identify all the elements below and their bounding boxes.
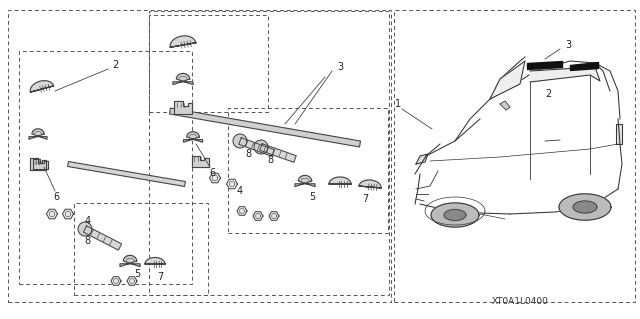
Polygon shape [237, 207, 247, 215]
Polygon shape [530, 67, 600, 82]
Bar [394, 10, 635, 302]
Polygon shape [120, 256, 140, 267]
Polygon shape [30, 158, 46, 170]
Polygon shape [295, 175, 315, 187]
Polygon shape [431, 203, 479, 227]
FancyArrow shape [170, 108, 360, 147]
Polygon shape [239, 138, 274, 156]
Polygon shape [111, 277, 121, 285]
Polygon shape [184, 132, 202, 142]
Bar [8, 10, 391, 302]
Polygon shape [269, 212, 279, 220]
Polygon shape [47, 209, 58, 219]
FancyArrow shape [68, 161, 186, 187]
Polygon shape [29, 129, 47, 139]
Polygon shape [145, 257, 165, 264]
Polygon shape [260, 144, 296, 162]
Polygon shape [233, 134, 247, 148]
Text: 1: 1 [395, 99, 401, 109]
Polygon shape [329, 177, 351, 184]
Text: 5: 5 [309, 192, 315, 202]
Bar [74, 203, 208, 295]
Bar [228, 108, 388, 233]
Polygon shape [444, 210, 466, 220]
Polygon shape [500, 101, 510, 110]
Polygon shape [33, 159, 47, 169]
Text: 3: 3 [337, 62, 343, 72]
Polygon shape [63, 209, 74, 219]
Text: 2: 2 [112, 60, 118, 70]
Polygon shape [559, 194, 611, 220]
Polygon shape [359, 180, 381, 188]
Polygon shape [490, 61, 525, 99]
Polygon shape [253, 212, 263, 220]
Bar [149, 11, 389, 295]
Text: 4: 4 [85, 216, 91, 226]
Polygon shape [227, 179, 237, 189]
Text: 5: 5 [134, 269, 140, 279]
Polygon shape [573, 201, 597, 213]
Polygon shape [78, 222, 92, 236]
Text: 6: 6 [53, 192, 59, 202]
Polygon shape [127, 277, 137, 285]
Polygon shape [30, 81, 54, 92]
Text: 8: 8 [267, 155, 273, 165]
Text: 8: 8 [245, 149, 251, 159]
Polygon shape [209, 173, 221, 183]
Text: 3: 3 [565, 40, 571, 50]
Polygon shape [170, 36, 196, 47]
Polygon shape [191, 155, 209, 167]
Polygon shape [83, 226, 122, 250]
Text: 8: 8 [84, 236, 90, 246]
Polygon shape [416, 154, 428, 164]
Text: 7: 7 [362, 194, 368, 204]
Polygon shape [173, 73, 193, 85]
Text: 2: 2 [545, 89, 551, 99]
Text: XT0A1L0400: XT0A1L0400 [492, 296, 548, 306]
Polygon shape [616, 124, 622, 144]
Text: 6: 6 [209, 168, 215, 178]
Bar [149, 15, 268, 112]
Bar [19, 51, 192, 284]
Text: 7: 7 [157, 272, 163, 282]
Polygon shape [254, 140, 268, 154]
Text: 4: 4 [237, 186, 243, 196]
Polygon shape [174, 100, 192, 114]
